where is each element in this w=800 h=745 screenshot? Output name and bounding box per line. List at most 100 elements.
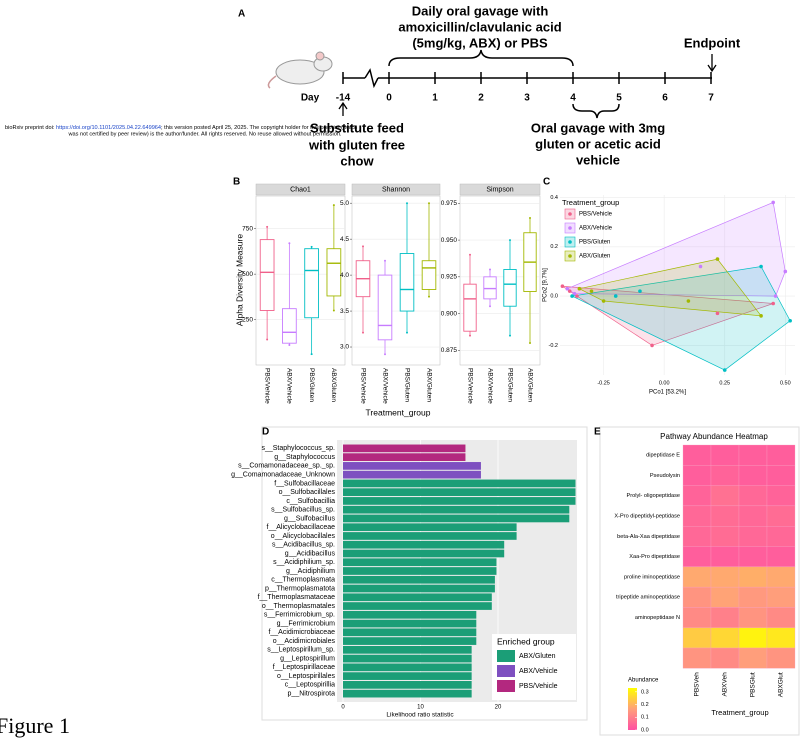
heat-cell — [738, 546, 768, 567]
panel-a: A Daily oral gavage with amoxicillin/cla… — [238, 3, 741, 168]
note-text: ; this version posted April 25, 2025. Th… — [161, 125, 357, 131]
y-tick-label: s__Sulfobacillus_sp. — [271, 507, 335, 514]
row-label: Prolyl- oligopeptidase — [627, 493, 680, 499]
charts: B Alpha Diversity Measure Treatment_group C… — [231, 177, 796, 733]
y-tick-label: o__Leptospirillales — [277, 673, 335, 680]
legend-label: PBS/Gluten — [579, 240, 610, 246]
y-tick-label: g__Sulfobacillus — [284, 515, 335, 522]
y-tick-label: f__Sulfobacillaceae — [274, 480, 335, 487]
heat-cell — [682, 586, 712, 608]
brace — [388, 49, 574, 67]
heat-cell — [766, 485, 796, 507]
legend-dot — [568, 240, 572, 244]
column-label: ABXGlut — [778, 672, 785, 697]
column-label: PBSVeh — [694, 672, 701, 697]
y-tick-label: g__Acidibacillus — [285, 550, 336, 557]
heat-cell — [710, 526, 740, 547]
whisker-end — [428, 202, 430, 205]
heat-cell — [682, 607, 712, 628]
box — [483, 276, 497, 300]
whisker-end — [489, 305, 491, 308]
heat-cell — [710, 627, 740, 649]
colorbar-tick-label: 0.1 — [641, 715, 649, 721]
row-label: beta-Ala-Xaa dipeptidase — [617, 534, 680, 540]
bar — [343, 593, 492, 602]
x-tick-label: -0.25 — [597, 380, 610, 386]
row-label: Pseudolysin — [650, 473, 680, 479]
legend-label: ABX/Vehicle — [519, 668, 558, 675]
point — [613, 294, 618, 298]
y-tick-label: -0.2 — [549, 343, 558, 349]
heat-cell — [738, 627, 768, 649]
heat-cell — [710, 444, 740, 466]
heat-cell — [738, 465, 768, 486]
bar — [343, 444, 466, 453]
day-tick-label: -14 — [336, 93, 351, 104]
bar — [343, 558, 497, 567]
whisker-end — [288, 344, 291, 347]
y-tick-label: g__Ferrimicrobium — [277, 620, 336, 627]
y-axis-label: Alpha Diversity Measure — [234, 234, 244, 326]
column-label: PBSGlut — [750, 672, 757, 697]
heat-cell — [766, 647, 796, 669]
y-tick-label: 0.875 — [441, 347, 458, 354]
bar — [343, 689, 472, 698]
point — [773, 294, 778, 298]
bar — [343, 505, 570, 514]
facet-header — [351, 183, 441, 196]
heat-cell — [710, 607, 740, 628]
panel-border — [599, 426, 800, 736]
y-tick-label: o__Sulfobacillales — [279, 489, 336, 496]
treatment-text: (5mg/kg, ABX) or PBS — [412, 35, 548, 50]
y-tick-label: 0.925 — [441, 274, 458, 281]
note-line: was not certified by peer review) is the… — [68, 131, 342, 137]
box — [421, 260, 437, 290]
legend-dot — [568, 226, 572, 230]
heat-cell — [738, 526, 768, 547]
day-tick-label: 2 — [478, 93, 484, 104]
point — [638, 289, 642, 293]
bar — [343, 628, 477, 637]
legend-key — [497, 665, 515, 677]
mouse-ear — [315, 51, 325, 61]
x-tick-label: PBS/Gluten — [308, 368, 315, 402]
y-tick-label: 0.0 — [550, 294, 558, 300]
legend-label: PBS/Vehicle — [519, 683, 558, 690]
heat-cell — [766, 465, 796, 486]
note-link[interactable]: https://doi.org/10.1101/2025.04.22.64996… — [56, 125, 161, 131]
heat-cell — [682, 526, 712, 547]
legend-label: ABX/Gluten — [519, 653, 556, 660]
bar — [343, 619, 477, 628]
colorbar-tick-label: 0.2 — [641, 702, 649, 708]
heat-cell — [710, 546, 740, 567]
y-tick-label: f__Leptospirillaceae — [273, 664, 335, 671]
panel-label: C — [543, 177, 550, 188]
heat-cell — [738, 647, 768, 669]
feed-arrow — [338, 101, 348, 116]
whisker-end — [406, 202, 408, 205]
point — [788, 318, 792, 323]
y-tick-label: o__Acidimicrobiales — [273, 638, 336, 645]
point — [715, 311, 720, 316]
day-tick-label: 4 — [570, 93, 576, 104]
heat-cell — [682, 444, 712, 466]
point — [759, 264, 763, 269]
point — [577, 286, 582, 291]
x-tick-label: 10 — [417, 705, 424, 711]
y-tick-label: s__Leptospirillum_sp. — [267, 647, 335, 654]
bar — [343, 462, 481, 470]
bar — [343, 610, 477, 619]
bar — [343, 453, 466, 461]
mouse-tail — [267, 75, 277, 89]
panel-border — [261, 426, 588, 721]
bar — [343, 567, 497, 575]
facet-header — [459, 183, 541, 196]
x-tick-label: PBS/Gluten — [403, 368, 410, 402]
heat-cell — [738, 607, 768, 628]
gluten-text: gluten or acetic acid — [535, 136, 661, 151]
preprint-note: bioRxiv preprint doi: https://doi.org/10… — [5, 125, 357, 137]
point — [715, 257, 720, 261]
bar — [343, 523, 517, 532]
heat-cell — [682, 505, 712, 527]
legend-key — [497, 680, 515, 692]
